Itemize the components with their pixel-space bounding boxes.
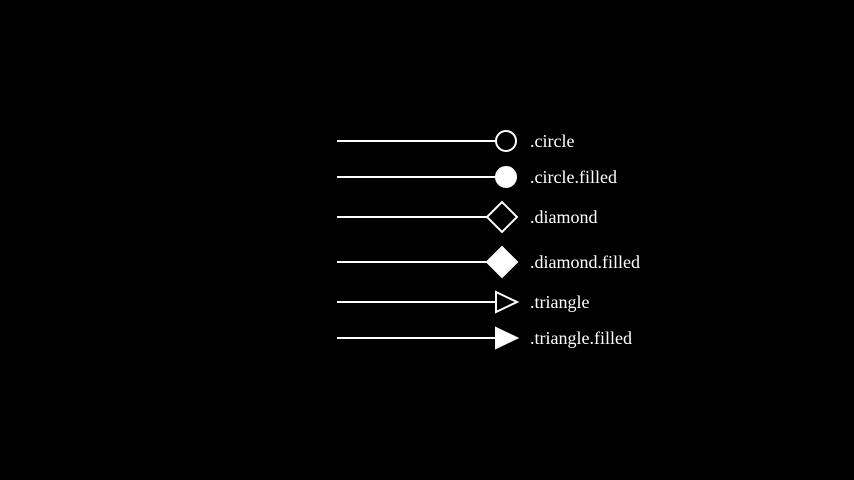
arrow-label: .triangle.filled: [530, 328, 632, 348]
diamond-head-icon: [485, 200, 519, 234]
triangle-head-icon: [495, 326, 520, 350]
diamond-head-icon: [485, 245, 519, 279]
arrow-rows: .circle .circle.filled .diamond .diamond.fi…: [337, 130, 640, 350]
triangle-head-icon: [495, 290, 520, 314]
arrow-row-triangle-filled: .triangle.filled: [337, 326, 632, 350]
circle-head-icon: [495, 166, 517, 188]
arrow-row-triangle: .triangle: [337, 290, 589, 314]
arrow-label: .triangle: [530, 292, 589, 312]
arrow-label: .circle: [530, 131, 574, 151]
arrow-row-diamond: .diamond: [337, 200, 598, 234]
arrow-label: .diamond.filled: [530, 252, 640, 272]
arrow-label: .diamond: [530, 207, 598, 227]
arrow-row-diamond-filled: .diamond.filled: [337, 245, 640, 279]
arrow-label: .circle.filled: [530, 167, 617, 187]
arrow-row-circle-filled: .circle.filled: [337, 166, 617, 188]
circle-head-icon: [495, 130, 517, 152]
arrow-row-circle: .circle: [337, 130, 574, 152]
